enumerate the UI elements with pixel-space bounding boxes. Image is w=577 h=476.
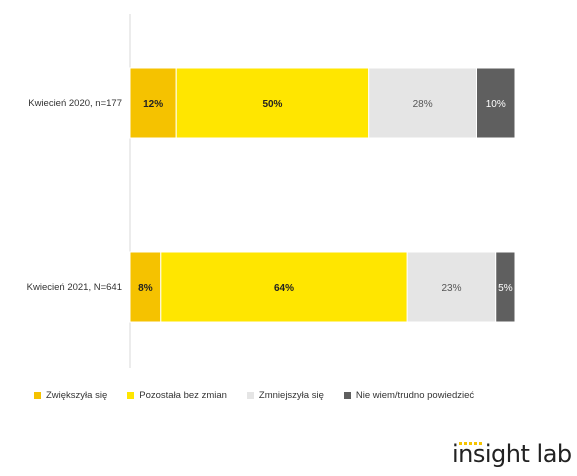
legend-item: Nie wiem/trudno powiedzieć <box>343 390 475 401</box>
legend-item: Zwiększyła się <box>34 390 107 401</box>
bars-group: Kwiecień 2020, n=177 12% 50% 28% 10% Kwiecień… <box>27 67 516 323</box>
data-label: 8% <box>138 283 153 294</box>
stacked-bar-chart: Kwiecień 2020, n=177 12% 50% 28% 10% Kwiecień… <box>27 14 516 368</box>
legend-label: Nie wiem/trudno powiedzieć <box>355 390 475 401</box>
bar-segment <box>175 67 370 139</box>
data-label: 10% <box>486 99 506 110</box>
data-label: 50% <box>262 99 282 110</box>
legend: Zwiększyła się Pozostała bez zmian Zmniejs… <box>34 390 474 401</box>
legend-label: Pozostała bez zmian <box>139 390 227 401</box>
category-label: Kwiecień 2020, n=177 <box>28 98 122 109</box>
insight-lab-logo: insight lab <box>452 440 572 468</box>
data-label: 5% <box>498 283 513 294</box>
data-label: 28% <box>413 99 433 110</box>
legend-item: Zmniejszyła się <box>246 390 324 401</box>
legend-swatch <box>343 392 351 399</box>
bar-segment <box>368 67 478 139</box>
legend-label: Zmniejszyła się <box>258 390 324 401</box>
logo-dots <box>459 442 483 445</box>
data-label: 12% <box>143 99 163 110</box>
data-label: 23% <box>441 283 461 294</box>
legend-label: Zwiększyła się <box>46 390 108 401</box>
category-label: Kwiecień 2021, N=641 <box>27 282 122 293</box>
legend-item: Pozostała bez zmian <box>127 390 227 401</box>
bar-segment <box>476 67 516 139</box>
bar-segment <box>160 251 408 323</box>
data-label: 64% <box>274 283 294 294</box>
bar-segment <box>495 251 516 323</box>
legend-swatch <box>34 392 41 399</box>
legend-swatch <box>127 392 135 399</box>
legend-swatch <box>246 392 254 399</box>
